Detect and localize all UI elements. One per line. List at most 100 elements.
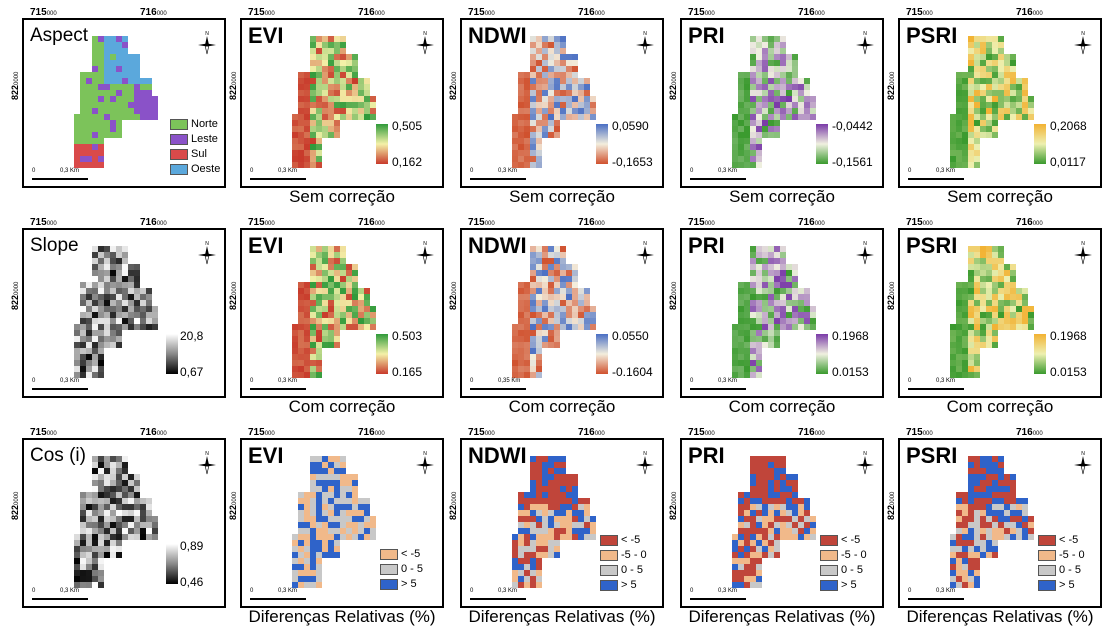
raster-cell bbox=[998, 282, 1004, 288]
raster-cell bbox=[962, 324, 968, 330]
raster-cell bbox=[92, 120, 98, 126]
raster-cell bbox=[1010, 516, 1016, 522]
raster-cell bbox=[1010, 282, 1016, 288]
raster-cell bbox=[792, 516, 798, 522]
raster-cell bbox=[92, 156, 98, 162]
raster-cell bbox=[322, 270, 328, 276]
raster-cell bbox=[292, 576, 298, 582]
raster-cell bbox=[340, 510, 346, 516]
raster-cell bbox=[322, 498, 328, 504]
raster-cell bbox=[74, 354, 80, 360]
raster-cell bbox=[316, 120, 322, 126]
raster-cell bbox=[304, 360, 310, 366]
raster-cell bbox=[798, 498, 804, 504]
raster-cell bbox=[986, 492, 992, 498]
raster-cell bbox=[74, 156, 80, 162]
raster-cell bbox=[110, 282, 116, 288]
raster-cell bbox=[738, 114, 744, 120]
raster-cell bbox=[104, 72, 110, 78]
raster-cell bbox=[316, 522, 322, 528]
raster-cell bbox=[92, 324, 98, 330]
raster-cell bbox=[346, 282, 352, 288]
scale-distance: 0,3 Km bbox=[60, 588, 80, 594]
raster-cell bbox=[116, 96, 122, 102]
raster-cell bbox=[334, 36, 340, 42]
x-tick-value: 716 bbox=[1016, 217, 1033, 228]
raster-cell bbox=[992, 342, 998, 348]
raster-cell bbox=[792, 498, 798, 504]
raster-cell bbox=[560, 528, 566, 534]
raster-cell bbox=[974, 162, 980, 168]
raster-cell bbox=[518, 102, 524, 108]
raster-cell bbox=[786, 60, 792, 66]
raster-cell bbox=[768, 486, 774, 492]
raster-cell bbox=[530, 144, 536, 150]
raster-cell bbox=[134, 300, 140, 306]
raster-cell bbox=[310, 516, 316, 522]
raster-cell bbox=[334, 306, 340, 312]
raster-cell bbox=[322, 72, 328, 78]
raster-cell bbox=[340, 264, 346, 270]
raster-cell bbox=[122, 498, 128, 504]
raster-cell bbox=[744, 504, 750, 510]
map-title: NDWI bbox=[468, 233, 527, 258]
x-tick-label: 715000 bbox=[468, 428, 495, 439]
raster-cell bbox=[1022, 90, 1028, 96]
raster-cell bbox=[750, 246, 756, 252]
raster-cell bbox=[542, 276, 548, 282]
raster-cell bbox=[548, 486, 554, 492]
raster-cell bbox=[980, 306, 986, 312]
raster-cell bbox=[998, 528, 1004, 534]
raster-cell bbox=[744, 570, 750, 576]
raster-cell bbox=[792, 306, 798, 312]
raster-cell bbox=[1010, 84, 1016, 90]
raster-cell bbox=[518, 330, 524, 336]
raster-cell bbox=[328, 306, 334, 312]
raster-cell bbox=[548, 126, 554, 132]
raster-cell bbox=[122, 468, 128, 474]
raster-cell bbox=[80, 318, 86, 324]
raster-cell bbox=[792, 504, 798, 510]
raster-cell bbox=[738, 552, 744, 558]
raster-cell bbox=[358, 294, 364, 300]
raster-cell bbox=[986, 534, 992, 540]
legend-swatch bbox=[1038, 579, 1056, 591]
raster-cell bbox=[732, 534, 738, 540]
raster-cell bbox=[956, 348, 962, 354]
raster-cell bbox=[1010, 66, 1016, 72]
raster-cell bbox=[744, 114, 750, 120]
raster-cell bbox=[986, 528, 992, 534]
raster-cell bbox=[1016, 294, 1022, 300]
map-title: PRI bbox=[688, 233, 725, 258]
raster-cell bbox=[512, 132, 518, 138]
raster-cell bbox=[98, 78, 104, 84]
raster-cell bbox=[560, 480, 566, 486]
raster-cell bbox=[524, 342, 530, 348]
scale-line bbox=[690, 178, 746, 180]
raster-cell bbox=[962, 84, 968, 90]
raster-cell bbox=[518, 336, 524, 342]
raster-cell bbox=[998, 306, 1004, 312]
raster-cell bbox=[86, 360, 92, 366]
raster-cell bbox=[352, 306, 358, 312]
raster-cell bbox=[92, 144, 98, 150]
raster-cell bbox=[548, 492, 554, 498]
raster-cell bbox=[548, 270, 554, 276]
raster-cell bbox=[792, 522, 798, 528]
raster-cell bbox=[536, 270, 542, 276]
raster-cell bbox=[340, 288, 346, 294]
raster-cell bbox=[310, 120, 316, 126]
raster-cell bbox=[974, 156, 980, 162]
raster-cell bbox=[122, 54, 128, 60]
raster-cell bbox=[786, 102, 792, 108]
raster-cell bbox=[572, 84, 578, 90]
raster-cell bbox=[762, 318, 768, 324]
raster-cell bbox=[518, 312, 524, 318]
raster-cell bbox=[956, 528, 962, 534]
raster-cell bbox=[956, 288, 962, 294]
raster-cell bbox=[110, 486, 116, 492]
raster-cell bbox=[316, 102, 322, 108]
raster-cell bbox=[292, 582, 298, 588]
raster-cell bbox=[774, 516, 780, 522]
raster-cell bbox=[334, 534, 340, 540]
